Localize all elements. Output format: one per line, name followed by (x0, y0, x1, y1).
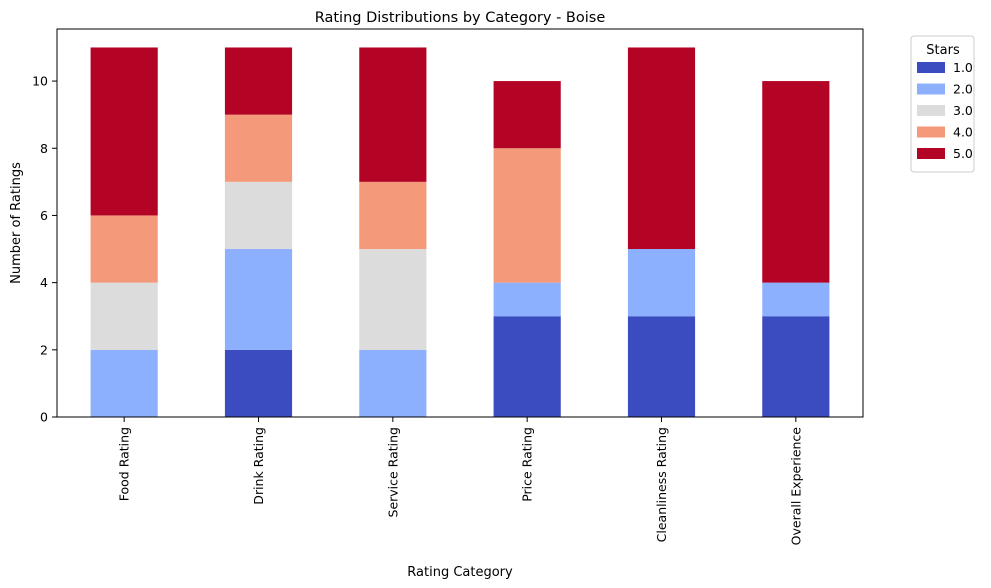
bar-segment (627, 47, 696, 250)
bar-segment (90, 349, 158, 417)
bar-segment (224, 114, 293, 182)
plot-frame (56, 28, 864, 418)
x-tick-label: Food Rating (117, 427, 132, 501)
bar-segment (359, 47, 427, 182)
legend-label: 1.0 (953, 60, 973, 75)
bar-segment (493, 81, 561, 149)
x-tick-label: Overall Experience (788, 427, 803, 546)
bar-segment (90, 215, 158, 283)
bar-segment (762, 316, 830, 417)
y-tick-label: 10 (32, 74, 48, 89)
legend-swatch (917, 148, 945, 159)
legend-title: Stars (926, 43, 960, 58)
chart-title: Rating Distributions by Category - Boise (315, 10, 606, 26)
legend-label: 4.0 (953, 125, 973, 140)
y-tick-label: 8 (40, 141, 48, 156)
bar-segment (493, 148, 561, 283)
bar-segment (224, 181, 293, 250)
legend-label: 5.0 (953, 146, 973, 161)
bar-segment (359, 349, 427, 417)
y-axis: 0 2 4 6 8 10 (32, 74, 57, 425)
legend: Stars 1.0 2.0 3.0 4.0 5.0 (910, 35, 975, 173)
bar-segment (762, 81, 830, 283)
x-axis: Food Rating Drink Rating Service Rating Pri… (117, 417, 803, 546)
plot-area (90, 47, 830, 417)
y-tick-label: 4 (40, 275, 48, 290)
y-tick-label: 6 (40, 208, 48, 223)
bar-segment (493, 282, 561, 317)
x-tick-label: Service Rating (385, 427, 400, 517)
bar-segment (627, 249, 696, 317)
y-tick-label: 2 (40, 342, 48, 357)
x-tick-label: Drink Rating (251, 427, 266, 505)
bar-segment (90, 47, 158, 216)
y-axis-label: Number of Ratings (9, 162, 24, 284)
bar-segment (627, 316, 696, 417)
x-tick-label: Cleanliness Rating (654, 427, 669, 542)
bar-segment (224, 349, 293, 417)
bar-segment (90, 282, 158, 350)
legend-label: 3.0 (953, 103, 973, 118)
legend-swatch (917, 62, 945, 73)
legend-swatch (917, 83, 945, 95)
x-axis-label: Rating Category (407, 565, 513, 580)
bar-segment (224, 249, 293, 350)
bar-segment (762, 282, 830, 317)
legend-swatch (917, 126, 945, 138)
bar-segment (359, 181, 427, 250)
x-tick-label: Price Rating (520, 427, 535, 502)
y-tick-label: 0 (40, 410, 48, 425)
legend-label: 2.0 (953, 82, 973, 97)
legend-items: 1.0 2.0 3.0 4.0 5.0 (917, 60, 973, 161)
bar-segment (493, 316, 561, 417)
legend-swatch (917, 105, 945, 116)
bar-segment (224, 47, 293, 115)
bar-segment (359, 249, 427, 350)
